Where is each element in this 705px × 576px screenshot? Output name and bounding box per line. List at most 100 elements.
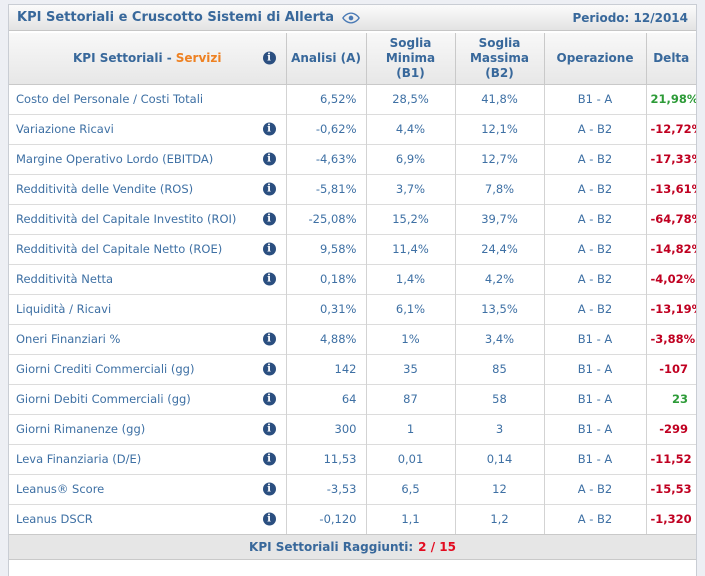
kpi-name-cell: Leanus DSCR i bbox=[9, 503, 286, 534]
soglia-minima-cell: 6,5 bbox=[365, 473, 455, 504]
col-header-operazione: Operazione bbox=[543, 33, 646, 85]
soglia-minima-cell: 1 bbox=[365, 413, 455, 444]
delta-cell: -11,52 bbox=[645, 443, 696, 474]
soglia-massima-cell: 1,2 bbox=[454, 503, 544, 534]
table-row: Redditività del Capitale Investito (ROI)… bbox=[9, 203, 696, 234]
analisi-cell: -5,81% bbox=[285, 173, 366, 204]
soglia-minima-cell: 87 bbox=[365, 383, 455, 414]
info-icon[interactable]: i bbox=[262, 242, 276, 256]
delta-cell: -107 bbox=[645, 353, 696, 384]
info-icon[interactable]: i bbox=[262, 152, 276, 166]
delta-cell: -15,53 bbox=[645, 473, 696, 504]
analisi-cell: 11,53 bbox=[285, 443, 366, 474]
soglia-massima-cell: 39,7% bbox=[454, 203, 544, 234]
delta-cell: -4,02% bbox=[645, 263, 696, 294]
operazione-cell: A - B2 bbox=[543, 503, 646, 534]
delta-cell: -12,72% bbox=[645, 113, 696, 144]
eye-icon[interactable] bbox=[342, 11, 360, 24]
kpi-name: Oneri Finanziari % bbox=[16, 332, 121, 346]
table-row: Giorni Debiti Commerciali (gg) i 64 87 58 B1 … bbox=[9, 383, 696, 414]
kpi-panel: KPI Settoriali e Cruscotto Sistemi di Al… bbox=[8, 4, 697, 576]
table-row: Redditività Netta i 0,18% 1,4% 4,2% A - B2 -4,… bbox=[9, 263, 696, 294]
delta-cell: 21,98% bbox=[645, 84, 696, 114]
kpi-name-cell: Redditività del Capitale Investito (ROI)… bbox=[9, 203, 286, 234]
soglia-minima-cell: 11,4% bbox=[365, 233, 455, 264]
kpi-table-head: KPI Settoriali - Servizi i Analisi (A) So… bbox=[9, 33, 696, 85]
info-icon[interactable]: i bbox=[262, 212, 276, 226]
footer-label: KPI Settoriali Raggiunti: bbox=[249, 540, 414, 554]
table-row: Giorni Rimanenze (gg) i 300 1 3 B1 - A -299 bbox=[9, 413, 696, 444]
kpi-name: Redditività del Capitale Investito (ROI) bbox=[16, 212, 237, 226]
kpi-name-cell: Giorni Rimanenze (gg) i bbox=[9, 413, 286, 444]
table-row: Liquidità / Ricavi 0,31% 6,1% 13,5% A - B2 -1… bbox=[9, 293, 696, 324]
info-icon[interactable]: i bbox=[262, 452, 276, 466]
table-row: Redditività del Capitale Netto (ROE) i 9,5… bbox=[9, 233, 696, 264]
kpi-name-cell: Redditività del Capitale Netto (ROE) i bbox=[9, 233, 286, 264]
info-icon[interactable]: i bbox=[262, 122, 276, 136]
soglia-minima-cell: 35 bbox=[365, 353, 455, 384]
soglia-massima-cell: 3 bbox=[454, 413, 544, 444]
kpi-name: Costo del Personale / Costi Totali bbox=[16, 92, 204, 106]
soglia-massima-cell: 4,2% bbox=[454, 263, 544, 294]
kpi-name: Liquidità / Ricavi bbox=[16, 302, 112, 316]
soglia-minima-cell: 0,01 bbox=[365, 443, 455, 474]
delta-cell: -17,33% bbox=[645, 143, 696, 174]
info-icon[interactable]: i bbox=[262, 422, 276, 436]
page-title-text: KPI Settoriali e Cruscotto Sistemi di Al… bbox=[17, 10, 334, 25]
titlebar-separator bbox=[9, 31, 696, 33]
col-header-soglia-minima: Soglia Minima (B1) bbox=[365, 33, 455, 85]
delta-cell: 23 bbox=[645, 383, 696, 414]
period-label: Periodo: 12/2014 bbox=[572, 10, 689, 25]
table-row: Leanus DSCR i -0,120 1,1 1,2 A - B2 -1,320 bbox=[9, 503, 696, 534]
operazione-cell: B1 - A bbox=[543, 383, 646, 414]
kpi-name: Leanus DSCR bbox=[16, 512, 93, 527]
info-icon[interactable]: i bbox=[262, 512, 276, 526]
soglia-massima-cell: 13,5% bbox=[454, 293, 544, 324]
kpi-name: Leanus® Score bbox=[16, 482, 105, 496]
kpi-name-cell: Redditività delle Vendite (ROS) i bbox=[9, 173, 286, 204]
info-icon[interactable]: i bbox=[262, 482, 276, 496]
kpi-name: Giorni Debiti Commerciali (gg) bbox=[16, 392, 191, 406]
soglia-minima-cell: 15,2% bbox=[365, 203, 455, 234]
kpi-name: Redditività del Capitale Netto (ROE) bbox=[16, 242, 223, 256]
operazione-cell: A - B2 bbox=[543, 263, 646, 294]
operazione-cell: A - B2 bbox=[543, 203, 646, 234]
kpi-name: Redditività delle Vendite (ROS) bbox=[16, 182, 194, 196]
info-icon[interactable]: i bbox=[262, 272, 276, 286]
info-icon[interactable]: i bbox=[262, 332, 276, 346]
operazione-cell: A - B2 bbox=[543, 173, 646, 204]
table-row: Margine Operativo Lordo (EBITDA) i -4,63% 6… bbox=[9, 143, 696, 174]
operazione-cell: A - B2 bbox=[543, 233, 646, 264]
info-icon[interactable]: i bbox=[262, 182, 276, 196]
info-icon[interactable]: i bbox=[262, 51, 276, 65]
analisi-cell: 4,88% bbox=[285, 323, 366, 354]
info-icon[interactable]: i bbox=[262, 392, 276, 406]
kpi-name-cell: Variazione Ricavi i bbox=[9, 113, 286, 144]
kpi-name-cell: Oneri Finanziari % i bbox=[9, 323, 286, 354]
sector-label: Servizi bbox=[175, 50, 222, 65]
analisi-cell: 9,58% bbox=[285, 233, 366, 264]
soglia-massima-cell: 41,8% bbox=[454, 84, 544, 114]
table-row: Giorni Crediti Commerciali (gg) i 142 35 85 B… bbox=[9, 353, 696, 384]
info-icon[interactable]: i bbox=[262, 362, 276, 376]
analisi-cell: -0,62% bbox=[285, 113, 366, 144]
kpi-name-cell: Liquidità / Ricavi bbox=[9, 293, 286, 324]
analisi-cell: 6,52% bbox=[285, 84, 366, 114]
soglia-massima-cell: 12,7% bbox=[454, 143, 544, 174]
analisi-cell: 64 bbox=[285, 383, 366, 414]
operazione-cell: A - B2 bbox=[543, 473, 646, 504]
kpi-name-cell: Redditività Netta i bbox=[9, 263, 286, 294]
table-row: Oneri Finanziari % i 4,88% 1% 3,4% B1 - A -3,8… bbox=[9, 323, 696, 354]
table-row: Leva Finanziaria (D/E) i 11,53 0,01 0,14 B1 -… bbox=[9, 443, 696, 474]
footer-summary: KPI Settoriali Raggiunti: 2 / 15 bbox=[9, 534, 696, 560]
operazione-cell: B1 - A bbox=[543, 84, 646, 114]
soglia-massima-cell: 0,14 bbox=[454, 443, 544, 474]
soglia-massima-cell: 24,4% bbox=[454, 233, 544, 264]
kpi-name: Redditività Netta bbox=[16, 272, 114, 286]
kpi-name: Variazione Ricavi bbox=[16, 122, 114, 136]
analisi-cell: -0,120 bbox=[285, 503, 366, 534]
bottom-strip bbox=[9, 560, 696, 574]
soglia-minima-cell: 1% bbox=[365, 323, 455, 354]
analisi-cell: -25,08% bbox=[285, 203, 366, 234]
kpi-name: Leva Finanziaria (D/E) bbox=[16, 452, 142, 466]
